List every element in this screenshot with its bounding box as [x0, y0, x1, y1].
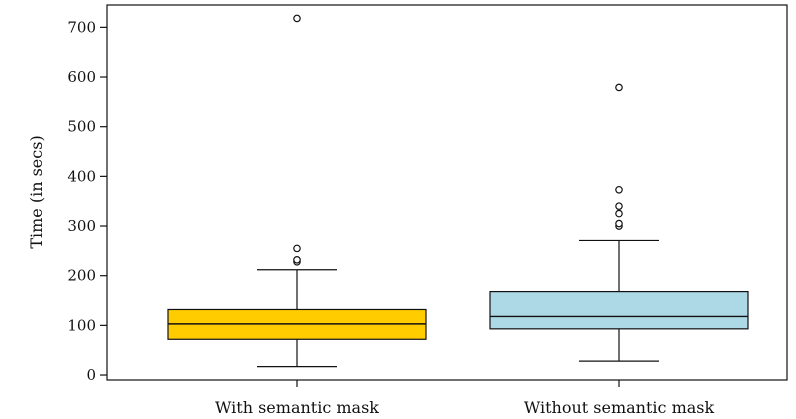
boxes [167, 14, 749, 368]
outlier-point [615, 185, 623, 194]
y-tick-label-200: 200 [67, 267, 96, 285]
x-category-label-0: With semantic mask [215, 398, 379, 417]
iqr-box [489, 290, 749, 330]
plot-frame [106, 4, 788, 381]
y-tick-label-0: 0 [86, 366, 96, 384]
y-tick-label-600: 600 [67, 68, 96, 86]
outlier-point [615, 202, 623, 210]
x-category-label-1: Without semantic mask [524, 398, 715, 417]
outlier-point [615, 83, 623, 92]
outlier-point [615, 219, 623, 228]
y-axis-title: Time (in secs) [27, 135, 46, 248]
box-group-0 [167, 14, 427, 368]
y-tick-label-700: 700 [67, 18, 96, 36]
outlier-point [615, 209, 623, 218]
x-axis: With semantic mask Without semantic mask [215, 380, 715, 417]
y-tick-label-300: 300 [67, 217, 96, 235]
outlier-point [293, 14, 301, 23]
y-axis: 0 100 200 300 400 500 600 700 [67, 18, 107, 384]
y-tick-label-500: 500 [67, 118, 96, 136]
outlier-point [293, 256, 301, 264]
y-tick-label-100: 100 [67, 316, 96, 334]
y-tick-label-400: 400 [67, 167, 96, 185]
outlier-point [293, 244, 301, 253]
box-group-1 [489, 83, 749, 362]
